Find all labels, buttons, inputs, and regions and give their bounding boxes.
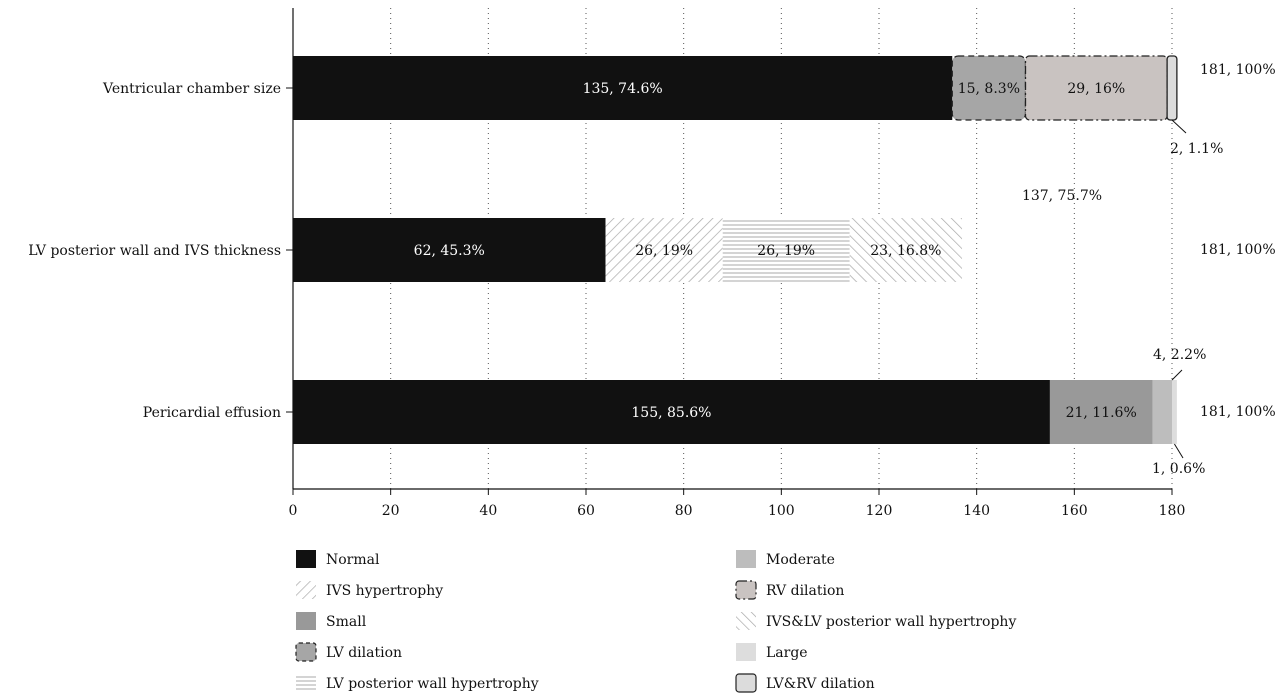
bar-0-0 xyxy=(293,56,953,120)
x-tick-label-140: 140 xyxy=(963,503,990,519)
total-label-2: 181, 100% xyxy=(1200,404,1276,420)
legend-label-7: Large xyxy=(766,645,808,661)
legend-swatch-5 xyxy=(736,612,756,630)
legend-swatch-3 xyxy=(735,580,757,600)
legend: Normal Moderate IVS hypertrophy RV dilation… xyxy=(295,550,1016,693)
bar-2-2 xyxy=(1152,380,1172,444)
segment-label-1-0: 62, 45.3% xyxy=(414,243,485,259)
callout-line-2-2 xyxy=(1171,369,1183,381)
x-tick-label-100: 100 xyxy=(768,503,795,519)
segment-label-0-3: 2, 1.1% xyxy=(1170,141,1223,157)
legend-label-2: IVS hypertrophy xyxy=(326,583,443,599)
segment-label-2-2: 4, 2.2% xyxy=(1153,347,1206,363)
data-labels: 135, 74.6% 15, 8.3% 29, 16% 181, 100% 62, 45… xyxy=(414,62,1276,477)
total-label-0: 181, 100% xyxy=(1200,62,1276,78)
category-label-2: Pericardial effusion xyxy=(143,405,281,421)
bar-1-3 xyxy=(849,218,963,282)
legend-label-9: LV&RV dilation xyxy=(766,676,875,692)
segment-label-1-3: 23, 16.8% xyxy=(870,243,941,259)
segment-label-0-0: 135, 74.6% xyxy=(583,81,663,97)
bar-1-2 xyxy=(722,218,850,282)
legend-swatch-9 xyxy=(735,673,757,693)
callout-line-2-3 xyxy=(1174,443,1184,459)
x-tick-label-80: 80 xyxy=(675,503,693,519)
extra-label-1: 137, 75.7% xyxy=(1022,188,1102,204)
axes: 0 20 40 60 80 100 120 140 160 180 Ventricular cham… xyxy=(28,8,1185,519)
x-tick-label-20: 20 xyxy=(382,503,400,519)
segment-label-1-2: 26, 19% xyxy=(757,243,815,259)
segment-label-0-1: 15, 8.3% xyxy=(958,81,1020,97)
legend-swatch-2 xyxy=(296,581,316,599)
total-label-1: 181, 100% xyxy=(1200,242,1276,258)
legend-label-4: Small xyxy=(326,614,367,630)
bar-0-3 xyxy=(1166,55,1178,121)
legend-label-8: LV posterior wall hypertrophy xyxy=(326,676,539,692)
bar-2-1 xyxy=(1049,380,1153,444)
category-label-0: Ventricular chamber size xyxy=(102,81,281,97)
callout-line-0-3 xyxy=(1171,119,1187,134)
legend-swatch-6 xyxy=(295,642,317,662)
legend-label-5: IVS&LV posterior wall hypertrophy xyxy=(766,614,1016,630)
bar-1-0 xyxy=(293,218,606,282)
legend-label-3: RV dilation xyxy=(766,583,844,599)
legend-label-6: LV dilation xyxy=(326,645,402,661)
segment-label-1-1: 26, 19% xyxy=(635,243,693,259)
segment-label-2-3: 1, 0.6% xyxy=(1152,461,1205,477)
x-tick-label-160: 160 xyxy=(1061,503,1088,519)
bar-0-1 xyxy=(951,55,1027,121)
segment-label-2-0: 155, 85.6% xyxy=(631,405,711,421)
legend-swatch-1 xyxy=(736,550,756,568)
x-tick-label-0: 0 xyxy=(289,503,298,519)
bar-2-0 xyxy=(293,380,1050,444)
legend-label-0: Normal xyxy=(326,552,380,568)
legend-swatch-4 xyxy=(296,612,316,630)
legend-swatch-8 xyxy=(296,674,316,692)
category-label-1: LV posterior wall and IVS thickness xyxy=(28,243,281,259)
legend-swatch-0 xyxy=(296,550,316,568)
legend-label-1: Moderate xyxy=(766,552,835,568)
legend-swatch-7 xyxy=(736,643,756,661)
segment-label-0-2: 29, 16% xyxy=(1067,81,1125,97)
segment-label-2-1: 21, 11.6% xyxy=(1066,405,1137,421)
x-tick-label-60: 60 xyxy=(577,503,595,519)
bars xyxy=(293,55,1178,444)
bar-2-3 xyxy=(1172,380,1177,444)
x-tick-label-120: 120 xyxy=(866,503,893,519)
x-tick-label-180: 180 xyxy=(1159,503,1186,519)
bar-1-1 xyxy=(605,218,723,282)
x-tick-label-40: 40 xyxy=(479,503,497,519)
